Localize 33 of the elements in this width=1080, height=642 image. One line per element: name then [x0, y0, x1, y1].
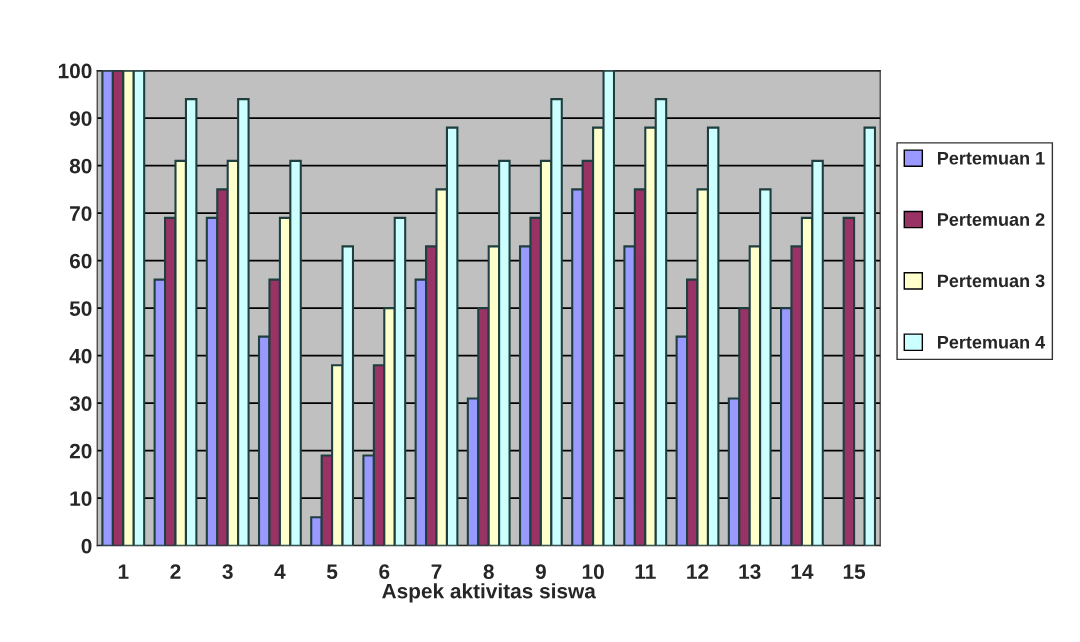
x-tick-label: 2 — [170, 564, 181, 579]
x-tick-label: 3 — [222, 564, 233, 580]
x-tick-label: 14 — [791, 564, 814, 579]
y-tick-label: 70 — [70, 206, 92, 221]
x-tick-label: 8 — [483, 564, 494, 580]
bar — [842, 216, 856, 546]
x-tick-label: 12 — [687, 564, 709, 579]
y-tick-label: 20 — [69, 443, 92, 459]
legend-label: Pertemuan 3 — [937, 274, 1045, 288]
y-tick-label: 0 — [81, 538, 92, 554]
legend-label: Pertemuan 2 — [937, 213, 1045, 226]
x-tick-label: 10 — [582, 564, 604, 580]
y-tick-label: 90 — [69, 111, 92, 126]
x-tick-label: 9 — [535, 564, 546, 580]
bar — [863, 126, 877, 546]
legend-label: Pertemuan 1 — [937, 151, 1045, 165]
y-tick-label: 100 — [58, 63, 92, 79]
y-tick-label: 10 — [70, 491, 92, 506]
x-tick-label: 4 — [274, 564, 286, 579]
x-axis-title: Aspek aktivitas siswa — [382, 583, 596, 603]
x-tick-label: 15 — [843, 564, 866, 580]
y-tick-label: 40 — [69, 348, 92, 364]
y-tick-label: 80 — [69, 158, 92, 174]
x-tick-label: 5 — [326, 564, 338, 580]
y-tick-label: 60 — [69, 253, 92, 269]
legend-label: Pertemuan 4 — [937, 336, 1046, 349]
x-tick-label: 7 — [431, 564, 442, 579]
x-tick-label: 6 — [379, 564, 390, 580]
x-tick-label: 11 — [635, 564, 656, 579]
x-tick-label: 13 — [739, 564, 761, 580]
y-tick-label: 50 — [69, 301, 92, 316]
x-tick-label: 1 — [118, 564, 129, 579]
y-tick-label: 30 — [69, 396, 92, 411]
